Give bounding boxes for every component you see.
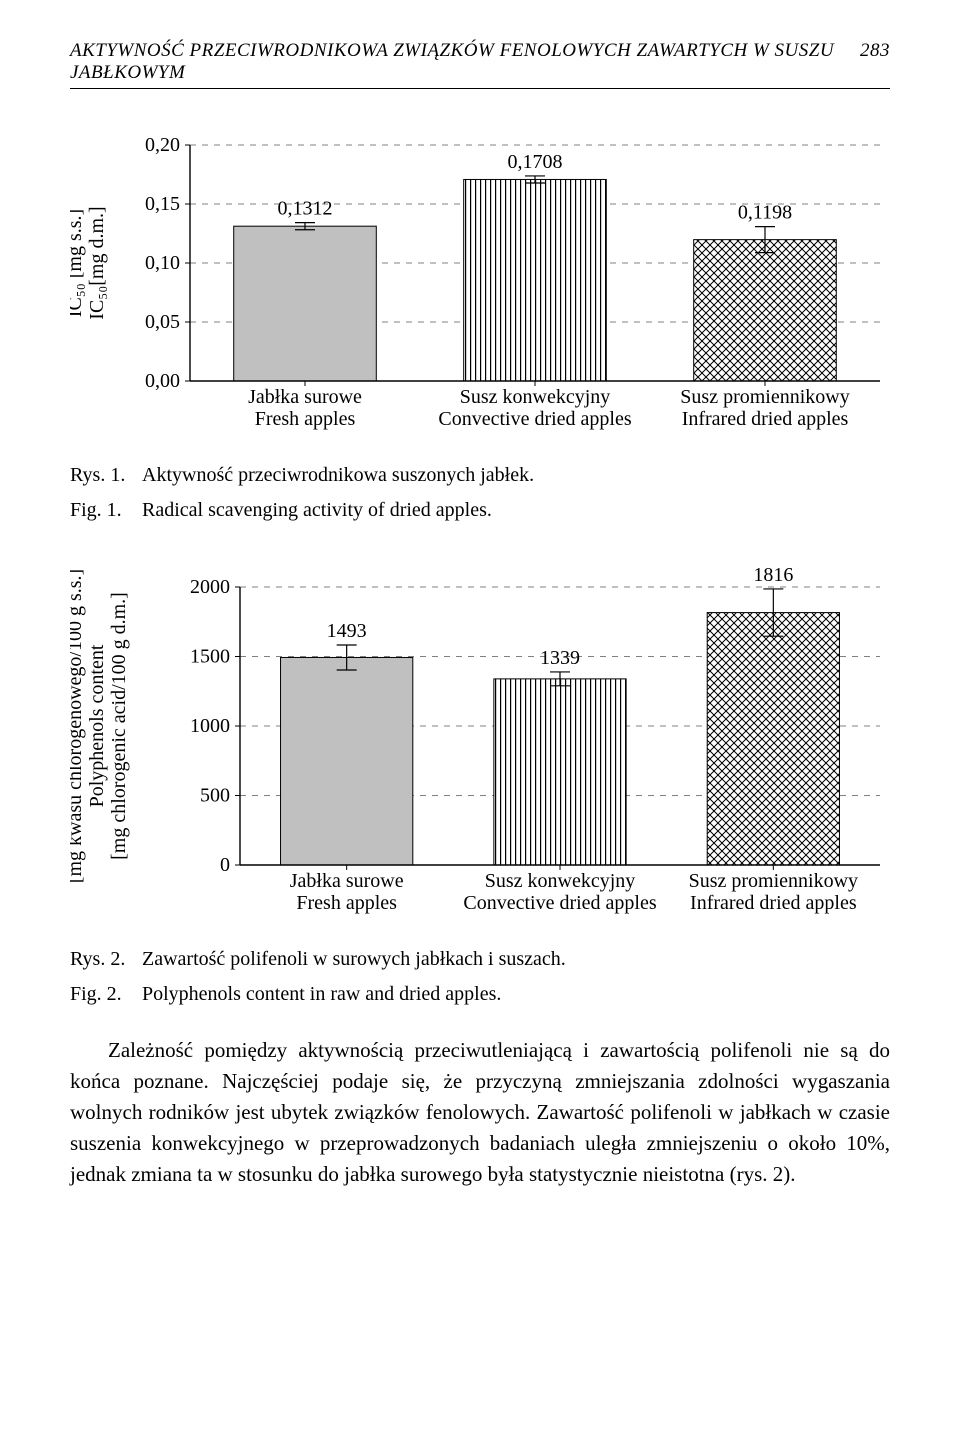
svg-text:0,20: 0,20 [145, 134, 180, 156]
svg-text:0,1312: 0,1312 [278, 198, 333, 220]
chart-polyphenols-svg: 0 500 1000 1500 2000 1493 Jabłka suroweFresh a… [70, 551, 890, 921]
svg-text:Polyphenols content: Polyphenols content [86, 644, 108, 807]
caption-label: Rys. 1. [70, 461, 142, 490]
caption-label: Fig. 1. [70, 496, 142, 525]
svg-text:0,1198: 0,1198 [738, 202, 792, 224]
svg-text:1000: 1000 [190, 715, 230, 737]
svg-text:Susz konwekcyjny: Susz konwekcyjny [485, 870, 636, 892]
caption-rys-1: Rys. 1. Aktywność przeciwrodnikowa suszo… [70, 461, 890, 490]
caption-text: Polyphenols content in raw and dried app… [142, 980, 890, 1009]
svg-text:Infrared dried apples: Infrared dried apples [682, 408, 849, 430]
chart-ic50-svg: 0,00 0,05 0,10 0,15 0,20 0,1312 Jabłka suroweF… [70, 117, 890, 437]
caption-rys-2: Rys. 2. Zawartość polifenoli w surowych … [70, 945, 890, 974]
svg-text:500: 500 [200, 785, 230, 807]
chart-polyphenols: 0 500 1000 1500 2000 1493 Jabłka suroweFresh a… [70, 551, 890, 921]
caption-block-2: Rys. 2. Zawartość polifenoli w surowych … [70, 945, 890, 1009]
svg-text:1339: 1339 [540, 647, 580, 669]
paragraph-text: Zależność pomiędzy aktywnością przeciwut… [70, 1035, 890, 1190]
svg-text:0,00: 0,00 [145, 370, 180, 392]
svg-text:Susz promiennikowy: Susz promiennikowy [689, 870, 858, 892]
svg-text:1493: 1493 [327, 620, 367, 642]
svg-text:Fresh apples: Fresh apples [255, 408, 356, 430]
svg-text:0: 0 [220, 854, 230, 876]
svg-text:1500: 1500 [190, 646, 230, 668]
body-paragraph: Zależność pomiędzy aktywnością przeciwut… [70, 1035, 890, 1190]
svg-text:0,05: 0,05 [145, 311, 180, 333]
caption-text: Aktywność przeciwrodnikowa suszonych jab… [142, 461, 890, 490]
svg-text:Susz konwekcyjny: Susz konwekcyjny [460, 386, 611, 408]
svg-text:2000: 2000 [190, 576, 230, 598]
svg-text:[mg chlorogenic acid/100 g d.m: [mg chlorogenic acid/100 g d.m.] [108, 592, 130, 860]
caption-text: Radical scavenging activity of dried app… [142, 496, 890, 525]
caption-fig-2: Fig. 2. Polyphenols content in raw and d… [70, 980, 890, 1009]
svg-text:Susz promiennikowy: Susz promiennikowy [680, 386, 849, 408]
svg-text:Convective dried apples: Convective dried apples [463, 892, 656, 914]
caption-block-1: Rys. 1. Aktywność przeciwrodnikowa suszo… [70, 461, 890, 525]
svg-text:[mg kwasu chlorogenowego/100 g: [mg kwasu chlorogenowego/100 g s.s.] [70, 569, 86, 883]
caption-label: Rys. 2. [70, 945, 142, 974]
caption-text: Zawartość polifenoli w surowych jabłkach… [142, 945, 890, 974]
running-title: AKTYWNOŚĆ PRZECIWRODNIKOWA ZWIĄZKÓW FENO… [70, 40, 860, 84]
svg-text:Jabłka surowe: Jabłka surowe [290, 870, 404, 892]
svg-text:0,1708: 0,1708 [508, 151, 563, 173]
svg-text:Convective dried apples: Convective dried apples [438, 408, 631, 430]
svg-text:0,15: 0,15 [145, 193, 180, 215]
svg-text:Fresh apples: Fresh apples [296, 892, 397, 914]
page-number: 283 [860, 40, 890, 84]
svg-text:IC₅₀ [mg s.s.]: IC₅₀ [mg s.s.] [70, 209, 86, 317]
svg-text:IC₅₀[mg d.m.]: IC₅₀[mg d.m.] [86, 206, 108, 319]
svg-text:Infrared dried apples: Infrared dried apples [690, 892, 857, 914]
svg-text:Jabłka surowe: Jabłka surowe [248, 386, 362, 408]
page-header: AKTYWNOŚĆ PRZECIWRODNIKOWA ZWIĄZKÓW FENO… [70, 40, 890, 89]
svg-text:0,10: 0,10 [145, 252, 180, 274]
caption-fig-1: Fig. 1. Radical scavenging activity of d… [70, 496, 890, 525]
caption-label: Fig. 2. [70, 980, 142, 1009]
chart-ic50: 0,00 0,05 0,10 0,15 0,20 0,1312 Jabłka suroweF… [70, 117, 890, 437]
svg-text:1816: 1816 [753, 564, 793, 586]
